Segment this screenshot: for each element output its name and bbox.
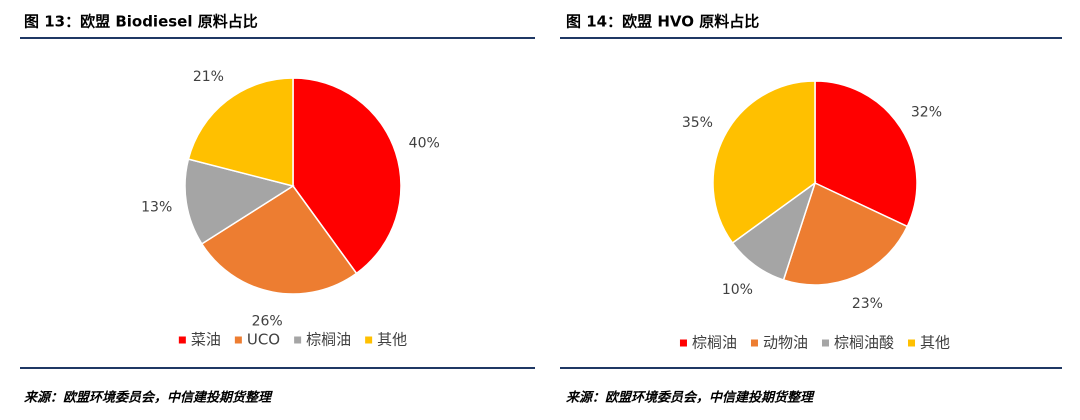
chart-title: 图 13：欧盟 Biodiesel 原料占比 bbox=[24, 13, 258, 31]
pie-slice bbox=[814, 80, 918, 228]
legend-swatch bbox=[365, 336, 373, 344]
source: 来源：欧盟环境委员会，中信建投期货整理 bbox=[24, 390, 273, 406]
legend-label: 其他 bbox=[920, 334, 950, 352]
pie-slice bbox=[292, 77, 402, 275]
source: 来源：欧盟环境委员会，中信建投期货整理 bbox=[566, 390, 815, 406]
data-label: 26% bbox=[252, 314, 283, 330]
data-label: 40% bbox=[409, 135, 440, 151]
legend-label: 棕榈油 bbox=[306, 331, 351, 349]
pie-slice bbox=[187, 77, 294, 187]
pie-slice bbox=[200, 184, 358, 295]
legend-label: 动物油 bbox=[763, 334, 808, 352]
data-label: 10% bbox=[722, 282, 753, 298]
legend-swatch bbox=[294, 336, 302, 344]
legend-label: 棕榈油 bbox=[692, 334, 737, 352]
legend-label: 其他 bbox=[377, 331, 407, 349]
legend-swatch bbox=[679, 339, 687, 347]
data-label: 21% bbox=[193, 69, 224, 85]
data-label: 32% bbox=[911, 104, 942, 120]
pie-slice bbox=[712, 80, 816, 245]
data-label: 23% bbox=[852, 296, 883, 312]
legend-swatch bbox=[750, 339, 758, 347]
pie-slice bbox=[184, 158, 295, 245]
legend-swatch bbox=[908, 339, 916, 347]
chart-title: 图 14：欧盟 HVO 原料占比 bbox=[566, 13, 759, 31]
legend-label: UCO bbox=[247, 331, 280, 349]
legend-swatch bbox=[178, 336, 186, 344]
legend-swatch bbox=[822, 339, 829, 347]
data-label: 35% bbox=[682, 115, 713, 131]
data-label: 13% bbox=[141, 200, 172, 216]
legend-label: 菜油 bbox=[191, 331, 221, 349]
legend-label: 棕榈油酸 bbox=[834, 334, 894, 352]
legend-swatch bbox=[234, 336, 242, 344]
pie-slice bbox=[782, 181, 909, 286]
